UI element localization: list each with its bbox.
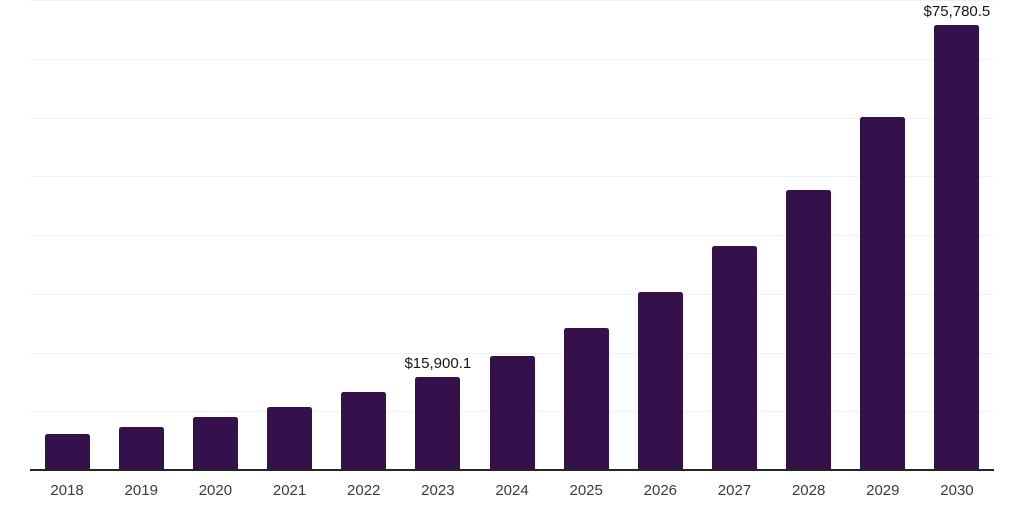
plot-area: $15,900.1 $75,780.5 (30, 0, 994, 470)
bar-value-label-2030: $75,780.5 (923, 2, 991, 20)
gridline (30, 235, 994, 236)
bar-2021 (267, 406, 313, 470)
bar-2024 (489, 356, 535, 470)
x-tick-2023: 2023 (421, 482, 455, 499)
x-tick-2024: 2024 (495, 482, 529, 499)
x-tick-2022: 2022 (347, 482, 381, 499)
bar-2028 (786, 189, 832, 470)
x-tick-2025: 2025 (569, 482, 603, 499)
x-tick-2028: 2028 (791, 482, 826, 499)
gridline (30, 58, 994, 60)
x-tick-2020: 2020 (198, 482, 233, 499)
x-axis: 2018 2019 2020 2021 2022 2023 2024 2025 2026 2027… (30, 481, 994, 501)
gridline (30, 352, 994, 354)
x-tick-2030: 2030 (940, 482, 974, 499)
bar-2022 (341, 391, 387, 470)
bar-2019 (118, 426, 164, 470)
bar-2030 (934, 24, 980, 470)
x-tick-2019: 2019 (124, 482, 158, 499)
gridline (30, 176, 994, 178)
gridline (30, 117, 994, 119)
gridline (30, 0, 994, 1)
bar-2020 (192, 417, 238, 470)
x-tick-2021: 2021 (272, 482, 307, 499)
bar-value-label-2023: $15,900.1 (404, 354, 472, 372)
bar-2018 (44, 434, 90, 470)
bar-2026 (637, 291, 683, 470)
bar-2027 (711, 245, 757, 470)
x-tick-2018: 2018 (50, 482, 84, 499)
bar-2025 (563, 327, 609, 470)
x-tick-2027: 2027 (717, 482, 752, 499)
bar-2029 (860, 116, 906, 470)
x-axis-line (30, 469, 994, 471)
bar-2023 (415, 376, 461, 470)
gridline (30, 293, 994, 295)
x-tick-2026: 2026 (643, 482, 678, 499)
x-tick-2029: 2029 (866, 482, 900, 499)
